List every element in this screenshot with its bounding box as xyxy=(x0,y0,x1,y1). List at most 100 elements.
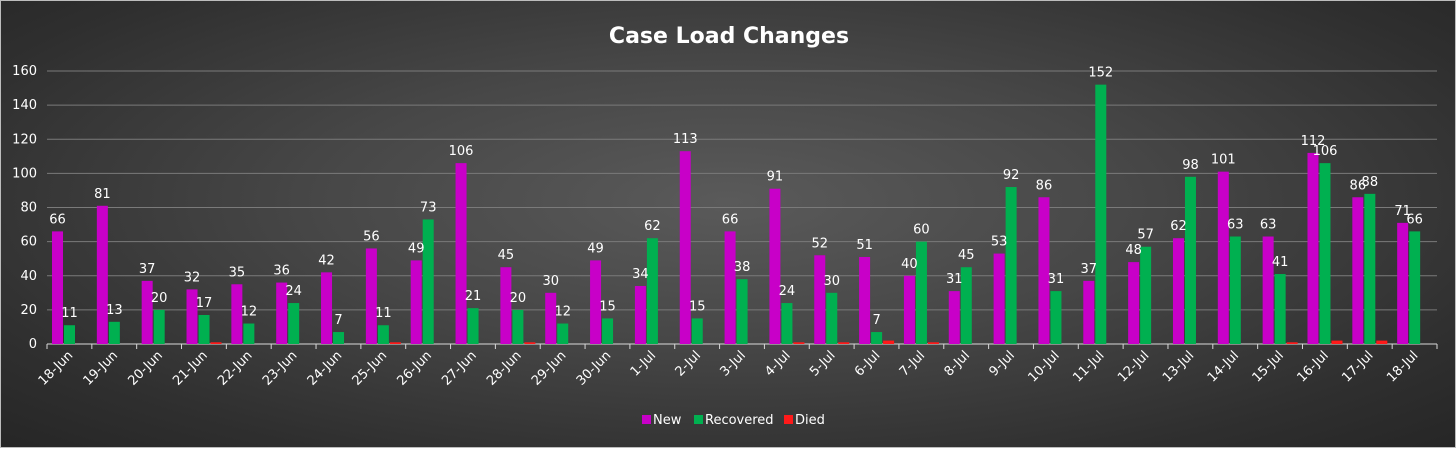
x-tick-label: 27-Jun xyxy=(439,348,480,389)
bar-new-10-Jul xyxy=(1038,197,1050,344)
bar-new-30-Jun xyxy=(590,260,602,344)
bar-new-20-Jun xyxy=(141,280,153,344)
data-label-recovered-6-Jul: 7 xyxy=(872,313,880,328)
bar-new-13-Jul xyxy=(1172,238,1184,344)
data-label-recovered-4-Jul: 24 xyxy=(779,284,796,299)
x-tick-label: 7-Jul xyxy=(897,348,928,379)
bar-died-28-Jun xyxy=(524,342,536,344)
data-label-new-18-Jun: 66 xyxy=(49,212,66,227)
x-tick-label: 9-Jul xyxy=(986,348,1017,379)
bar-new-23-Jun xyxy=(276,282,288,344)
data-label-recovered-21-Jun: 17 xyxy=(196,296,213,311)
data-label-recovered-18-Jun: 11 xyxy=(61,306,78,321)
x-tick-label: 18-Jun xyxy=(36,348,77,389)
data-label-new-20-Jun: 37 xyxy=(139,262,156,277)
data-label-new-16-Jul: 112 xyxy=(1301,134,1326,149)
bar-recovered-21-Jun xyxy=(198,314,210,344)
bar-new-15-Jul xyxy=(1262,236,1274,344)
data-label-recovered-13-Jul: 98 xyxy=(1182,158,1199,173)
legend-swatch-recovered xyxy=(694,415,703,424)
bar-new-18-Jun xyxy=(52,231,63,344)
data-label-new-17-Jul: 86 xyxy=(1350,178,1367,193)
legend-swatch-died xyxy=(784,415,793,424)
data-label-recovered-2-Jul: 15 xyxy=(689,299,706,314)
x-tick-label: 11-Jul xyxy=(1070,348,1107,385)
data-label-recovered-16-Jul: 106 xyxy=(1313,144,1338,159)
bar-recovered-7-Jul xyxy=(915,241,927,344)
y-tick-label: 100 xyxy=(12,166,37,181)
data-label-recovered-1-Jul: 62 xyxy=(644,219,661,234)
data-label-new-27-Jun: 106 xyxy=(449,144,474,159)
x-tick-label: 28-Jun xyxy=(484,348,525,389)
bar-recovered-11-Jul xyxy=(1095,84,1107,345)
bar-died-5-Jul xyxy=(838,342,850,344)
x-tick-label: 16-Jul xyxy=(1294,348,1331,385)
bar-recovered-8-Jul xyxy=(960,267,972,344)
bar-recovered-18-Jun xyxy=(64,325,75,344)
bar-recovered-6-Jul xyxy=(871,332,883,344)
bar-new-3-Jul xyxy=(724,231,736,344)
data-label-recovered-23-Jun: 24 xyxy=(285,284,302,299)
x-tick-label: 2-Jul xyxy=(673,348,704,379)
data-label-new-18-Jul: 71 xyxy=(1394,204,1411,219)
bar-new-12-Jul xyxy=(1128,262,1140,344)
data-label-new-29-Jun: 30 xyxy=(542,274,559,289)
legend-label-new: New xyxy=(653,413,682,428)
x-tick-label: 23-Jun xyxy=(260,348,301,389)
bar-recovered-5-Jul xyxy=(826,292,838,344)
bar-new-5-Jul xyxy=(814,255,826,344)
bar-new-26-Jun xyxy=(410,260,422,344)
bar-recovered-15-Jul xyxy=(1274,274,1286,344)
y-tick-label: 120 xyxy=(12,132,37,147)
bar-died-4-Jul xyxy=(793,342,805,344)
bar-recovered-20-Jun xyxy=(153,309,165,344)
bar-new-17-Jul xyxy=(1352,197,1364,344)
data-label-new-1-Jul: 34 xyxy=(632,267,649,282)
bar-new-18-Jul xyxy=(1397,222,1409,344)
bar-recovered-19-Jun xyxy=(108,321,120,344)
bar-recovered-16-Jul xyxy=(1319,163,1331,344)
data-label-recovered-22-Jun: 12 xyxy=(241,305,258,320)
data-label-recovered-7-Jul: 60 xyxy=(913,223,930,238)
bar-recovered-9-Jul xyxy=(1005,187,1017,344)
bar-died-17-Jul xyxy=(1376,340,1388,344)
data-label-new-15-Jul: 63 xyxy=(1260,218,1277,233)
legend-swatch-new xyxy=(642,415,651,424)
x-tick-label: 6-Jul xyxy=(852,348,883,379)
data-label-new-10-Jul: 86 xyxy=(1036,178,1053,193)
bar-new-8-Jul xyxy=(948,291,960,344)
bar-new-19-Jun xyxy=(96,205,108,344)
x-tick-label: 30-Jun xyxy=(574,348,615,389)
data-label-recovered-18-Jul: 66 xyxy=(1406,212,1423,227)
chart-legend: New Recovered Died xyxy=(642,413,825,428)
data-label-recovered-8-Jul: 45 xyxy=(958,248,975,263)
x-tick-label: 8-Jul xyxy=(942,348,973,379)
y-tick-label: 140 xyxy=(12,98,37,113)
data-label-new-9-Jul: 53 xyxy=(991,235,1008,250)
data-label-recovered-9-Jul: 92 xyxy=(1003,168,1020,183)
bar-new-29-Jun xyxy=(545,292,557,344)
data-label-recovered-28-Jun: 20 xyxy=(510,291,527,306)
x-tick-label: 20-Jun xyxy=(125,348,166,389)
bar-died-15-Jul xyxy=(1286,342,1298,344)
bar-new-11-Jul xyxy=(1083,280,1095,344)
bar-new-28-Jun xyxy=(500,267,512,344)
y-tick-label: 0 xyxy=(29,337,37,352)
data-label-new-8-Jul: 31 xyxy=(946,272,963,287)
data-label-recovered-15-Jul: 41 xyxy=(1272,255,1289,270)
x-tick-label: 15-Jul xyxy=(1250,348,1287,385)
bar-new-1-Jul xyxy=(634,285,646,344)
legend-label-recovered: Recovered xyxy=(705,413,774,428)
data-label-recovered-5-Jul: 30 xyxy=(823,274,840,289)
x-tick-label: 12-Jul xyxy=(1115,348,1152,385)
bar-recovered-27-Jun xyxy=(467,308,479,344)
bar-recovered-26-Jun xyxy=(422,219,434,344)
y-tick-label: 60 xyxy=(20,235,37,250)
x-tick-label: 21-Jun xyxy=(170,348,211,389)
bar-new-7-Jul xyxy=(903,275,915,344)
y-tick-label: 20 xyxy=(20,303,37,318)
x-tick-label: 4-Jul xyxy=(762,348,793,379)
bar-new-9-Jul xyxy=(993,253,1005,344)
data-label-new-4-Jul: 91 xyxy=(767,170,784,185)
